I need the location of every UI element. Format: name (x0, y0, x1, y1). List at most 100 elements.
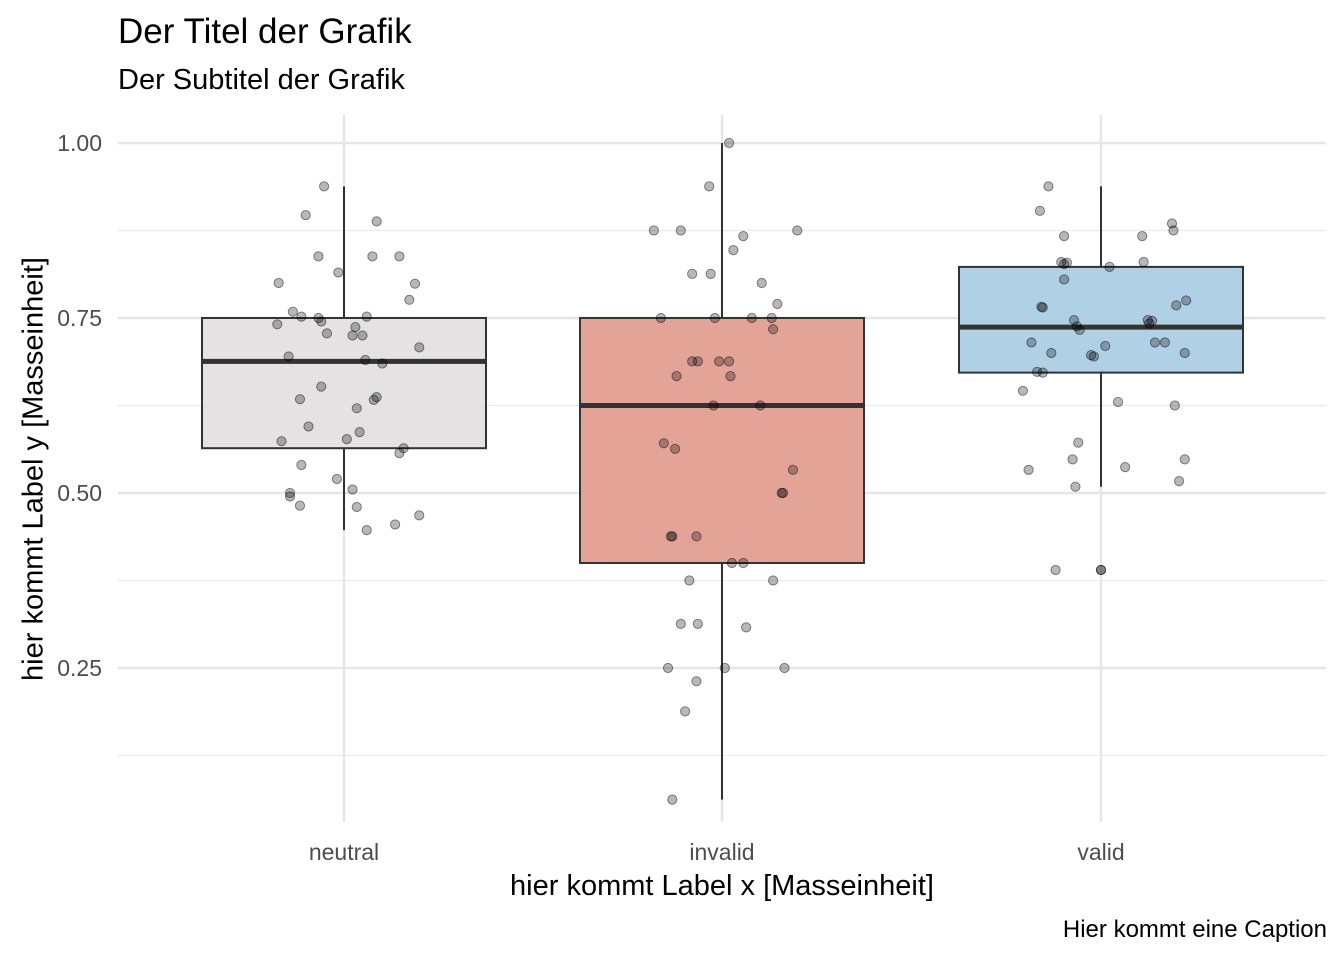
data-point (347, 484, 358, 495)
data-point (294, 500, 306, 511)
data-point (766, 312, 777, 324)
data-point (741, 622, 752, 633)
data-point (687, 268, 698, 279)
data-point (768, 575, 779, 586)
data-point (667, 531, 678, 542)
data-point (367, 251, 378, 262)
x-tick-label: invalid (689, 839, 754, 865)
data-point (648, 225, 659, 236)
data-point (371, 392, 382, 403)
data-point (1070, 481, 1081, 492)
data-point (756, 277, 767, 289)
data-point (1179, 454, 1190, 465)
data-point (361, 525, 372, 536)
data-point (708, 400, 719, 411)
data-point (1017, 385, 1029, 396)
data-point (1169, 400, 1180, 411)
box-iqr (201, 317, 487, 450)
chart-subtitle: Der Subtitel der Grafik (118, 64, 405, 96)
data-point (704, 181, 715, 192)
data-point (313, 251, 324, 262)
data-point (684, 575, 695, 586)
box-iqr (579, 317, 865, 564)
y-tick-label: 0.25 (57, 655, 102, 681)
y-tick-label: 0.75 (57, 305, 102, 331)
data-point (316, 381, 327, 392)
data-point (1058, 274, 1070, 285)
data-point (316, 316, 327, 327)
data-point (768, 324, 779, 335)
data-point (351, 403, 362, 414)
data-point (368, 394, 379, 405)
data-point (1147, 315, 1158, 326)
data-point (687, 356, 698, 367)
data-point (1050, 564, 1061, 576)
data-point (1023, 464, 1034, 475)
data-point (1046, 347, 1057, 359)
data-point (658, 438, 669, 449)
data-point (738, 557, 749, 569)
data-point (777, 487, 789, 499)
box-iqr (958, 265, 1244, 374)
data-point (670, 443, 681, 454)
data-point (719, 662, 730, 674)
data-point (1037, 302, 1048, 313)
y-axis-ticks: 0.25 0.50 0.75 1.00 (57, 130, 102, 681)
data-point (287, 306, 298, 317)
data-point (394, 448, 405, 459)
data-point (1037, 367, 1048, 378)
data-point (662, 662, 674, 674)
data-point (390, 519, 401, 530)
data-point (692, 618, 703, 630)
data-point (1100, 340, 1111, 352)
data-point (1174, 476, 1185, 487)
data-point (398, 443, 409, 454)
data-point (1144, 318, 1155, 329)
data-point (667, 794, 678, 805)
data-point (1095, 564, 1107, 576)
data-point (414, 342, 425, 353)
data-point (333, 267, 344, 278)
data-point (1068, 315, 1080, 326)
data-point (728, 245, 739, 256)
data-point (1137, 231, 1148, 242)
data-point (1149, 337, 1161, 348)
data-point (1112, 396, 1124, 408)
data-point (1138, 256, 1149, 268)
x-tick-label: neutral (309, 839, 379, 865)
boxes (201, 143, 1244, 800)
data-point (361, 311, 372, 322)
data-point (709, 312, 721, 324)
data-point (755, 400, 766, 411)
data-point (283, 351, 294, 362)
box-valid (958, 186, 1244, 487)
data-point (1179, 347, 1190, 359)
data-point (671, 371, 682, 382)
data-point (409, 278, 421, 289)
data-point (1120, 462, 1131, 473)
data-point (1071, 321, 1082, 332)
data-point (351, 501, 362, 513)
data-point (1036, 301, 1047, 312)
data-point (679, 706, 691, 717)
data-point (655, 312, 667, 324)
data-point (284, 487, 296, 499)
data-point (377, 358, 388, 369)
data-point (414, 510, 425, 521)
x-tick-label: valid (1077, 839, 1124, 865)
data-point (792, 225, 803, 236)
data-point (1095, 564, 1107, 576)
data-point (746, 312, 757, 324)
data-point (1074, 324, 1085, 335)
data-point (276, 436, 287, 447)
data-point (1067, 454, 1078, 465)
data-point (691, 531, 702, 542)
data-point (319, 181, 330, 192)
data-point (1058, 231, 1070, 242)
data-point (1061, 257, 1073, 268)
data-point (675, 618, 686, 630)
data-point (360, 354, 371, 366)
data-point (300, 210, 311, 221)
data-point (1034, 205, 1046, 216)
y-axis-label: hier kommt Label y [Masseinheit] (17, 257, 50, 681)
